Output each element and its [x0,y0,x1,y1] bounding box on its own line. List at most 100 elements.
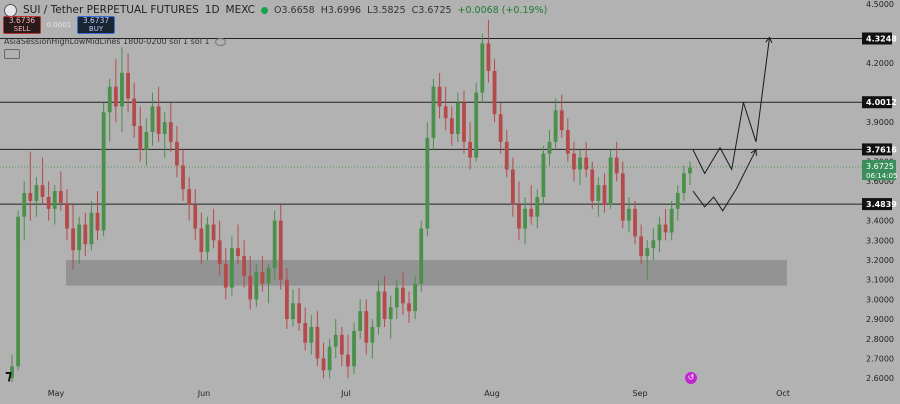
x-tick-label: Sep [632,389,647,398]
candle-body [633,208,637,237]
y-tick-label: 2.9000 [866,315,894,324]
candle-body [303,323,308,343]
candle-body [547,141,552,154]
x-tick-label: May [48,389,65,398]
candle-body [168,122,173,142]
candle-body [596,185,601,201]
candle-body [144,132,149,150]
candle-body [309,326,314,343]
candle-body [419,228,424,284]
candle-body [346,354,350,367]
candle-body [291,303,295,320]
candle-body [382,291,387,320]
candle-body [608,157,613,205]
level-label: 3.7616 [866,145,897,154]
candle-body [16,216,21,367]
candle-body [77,224,82,251]
y-tick-label: 4.2000 [866,59,894,68]
close-value: C3.6725 [411,4,452,16]
candle-body [211,224,216,241]
candle-body [370,326,375,343]
candle-body [449,118,454,134]
candle-body [565,130,570,154]
candle-body [627,208,631,221]
change-value: +0.0068 (+0.19%) [457,4,548,16]
symbol-name[interactable]: SUI / Tether PERPETUAL FUTURES [23,4,199,16]
y-tick-label: 3.3000 [866,236,894,245]
candle-body [553,110,558,142]
candle-body [22,193,27,217]
level-label-bg [862,143,892,156]
level-label-bg [862,96,892,109]
interval-label[interactable]: 1D [204,4,220,16]
candle-body [492,70,497,115]
indicator-collapse-button[interactable] [4,49,20,59]
market-open-dot-icon [261,6,268,14]
candle-body [217,240,222,264]
candle-body [517,204,521,229]
candle-body [529,208,534,217]
current-price-label-bg [862,159,896,180]
candle-body [681,173,686,194]
candle-body [639,236,644,257]
candle-body [65,202,69,229]
candle-body [584,157,589,170]
candle-body [101,112,106,231]
indicator-legend[interactable]: AsiaSessionHighLowMidLines 1800-0200 sol… [4,37,226,46]
candle-body [89,212,94,245]
candle-body [510,169,515,205]
candle-body [150,106,155,132]
candle-body [58,191,63,203]
candle-body [455,102,460,134]
candle-body [559,110,564,131]
candle-body [297,303,301,324]
level-label: 3.4839 [866,200,897,209]
candle-body [229,248,234,288]
eye-icon[interactable] [214,37,226,46]
candle-body [474,92,479,158]
candle-body [156,106,161,134]
candle-body [352,330,356,367]
y-tick-label: 3.4000 [866,217,894,226]
x-tick-label: Jul [340,389,351,398]
sell-button[interactable]: 3.6736 SELL [3,16,41,34]
candle-body [284,279,289,320]
candle-body [614,157,619,174]
buy-label: BUY [88,25,104,33]
candle-body [358,311,363,331]
candle-body [413,283,418,312]
candle-body [10,366,14,379]
sell-label: SELL [13,25,31,33]
candle-body [315,326,320,359]
candle-body [486,43,491,71]
candle-body [138,126,143,150]
candle-body [443,106,448,119]
buy-button[interactable]: 3.6737 BUY [77,16,115,34]
candle-body [498,114,503,142]
level-label: 4.3248 [866,35,897,44]
candle-body [462,102,466,142]
indicator-label[interactable]: AsiaSessionHighLowMidLines 1800-0200 sol… [4,37,210,46]
jump-to-date-icon[interactable]: ↺ [685,372,697,384]
candle-body [199,228,204,253]
candle-body [236,248,240,257]
candle-body [34,185,39,201]
candle-body [120,72,124,107]
countdown-label: 06:14:05 [866,172,897,180]
candle-body [669,208,674,233]
candle-body [535,196,540,217]
candle-body [46,196,51,209]
spread-value: 0.0001 [46,21,72,29]
candle-body [437,86,442,107]
y-tick-label: 3.0000 [866,295,894,304]
tradingview-logo-icon[interactable]: ⁊ [5,368,13,384]
y-tick-label: 2.8000 [866,335,894,344]
candle-body [333,334,338,347]
candle-body [675,193,680,209]
demand-zone [66,260,787,286]
candle-body [688,167,692,174]
candle-body [272,220,277,268]
level-label-bg [862,198,892,211]
